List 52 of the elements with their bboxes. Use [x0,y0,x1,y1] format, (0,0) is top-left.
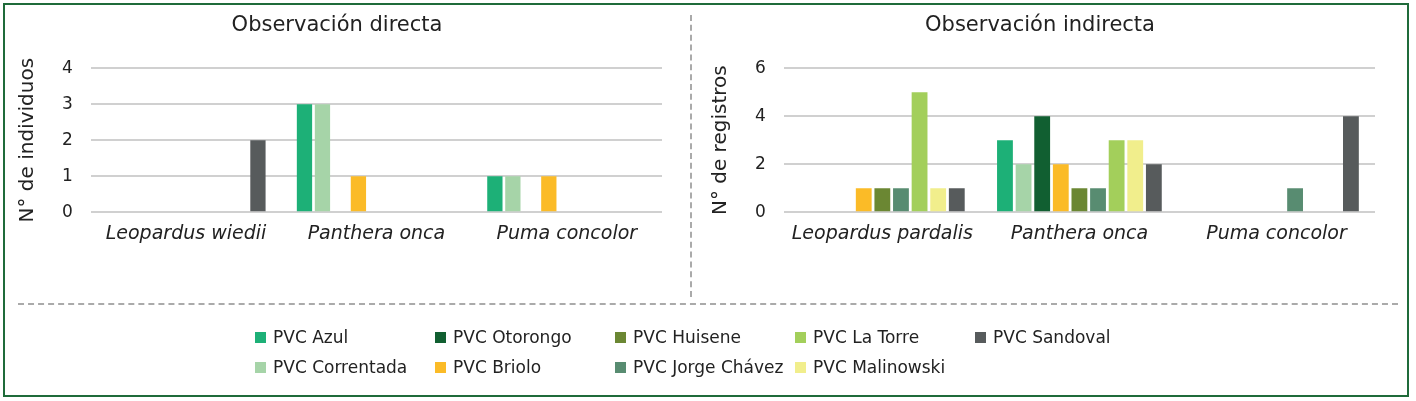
y-axis-title: N° de registros [707,65,732,216]
y-tick-label: 6 [754,56,766,77]
legend-label: PVC Huisene [633,327,741,347]
x-tick-label: Leopardus pardalis [791,220,974,243]
y-tick-label: 4 [61,56,73,77]
legend-label: PVC Sandoval [993,327,1111,347]
y-tick-label: 0 [61,200,73,221]
x-tick-label: Leopardus wiedii [105,220,268,243]
chart-title: Observación indirecta [925,12,1155,37]
legend-label: PVC Jorge Chávez [633,357,784,377]
bar [1145,164,1162,212]
bar [505,176,521,212]
bar [855,188,872,212]
legend-label: PVC Briolo [453,357,542,377]
y-tick-label: 4 [754,104,766,125]
bar [487,176,503,212]
x-tick-label: Puma concolor [1206,220,1348,243]
y-tick-label: 0 [754,200,766,221]
legend-label: PVC Correntada [273,357,408,377]
y-axis-title: N° de individuos [14,57,39,223]
x-tick-label: Panthera onca [307,220,446,243]
y-tick-label: 2 [754,152,766,173]
bar [948,188,965,212]
bar [997,140,1013,212]
bar [541,176,557,212]
bar [314,104,331,212]
chart-title: Observación directa [231,12,443,37]
bar [1343,116,1359,212]
bar [296,104,313,212]
bar [1034,116,1051,212]
y-tick-label: 2 [61,128,73,149]
x-tick-label: Puma concolor [496,220,639,243]
legend-label: PVC Malinowski [813,357,946,377]
bar [1071,188,1088,212]
legend-label: PVC Otorongo [453,327,572,347]
bar [250,140,266,212]
bar [1127,140,1144,212]
bar [1015,164,1032,212]
bar [893,188,909,212]
bar [1090,188,1106,212]
bar [1108,140,1125,212]
x-tick-label: Panthera onca [1010,220,1149,243]
y-tick-label: 3 [61,92,73,113]
bar [911,92,928,212]
bar [1287,188,1303,212]
bar [874,188,891,212]
legend-label: PVC La Torre [813,327,920,347]
bar [1052,164,1069,212]
y-tick-label: 1 [61,164,73,185]
bar [350,176,367,212]
bar [930,188,947,212]
legend-label: PVC Azul [273,327,349,347]
